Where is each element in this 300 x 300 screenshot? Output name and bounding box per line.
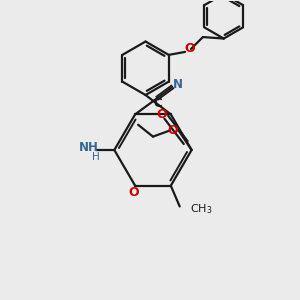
Text: NH: NH <box>79 141 99 154</box>
Text: O: O <box>157 108 167 121</box>
Text: O: O <box>128 186 139 199</box>
Text: CH$_3$: CH$_3$ <box>190 202 213 216</box>
Text: O: O <box>167 124 178 137</box>
Text: O: O <box>184 42 195 56</box>
Text: H: H <box>92 152 100 162</box>
Text: N: N <box>172 78 183 91</box>
Text: C: C <box>154 98 162 110</box>
